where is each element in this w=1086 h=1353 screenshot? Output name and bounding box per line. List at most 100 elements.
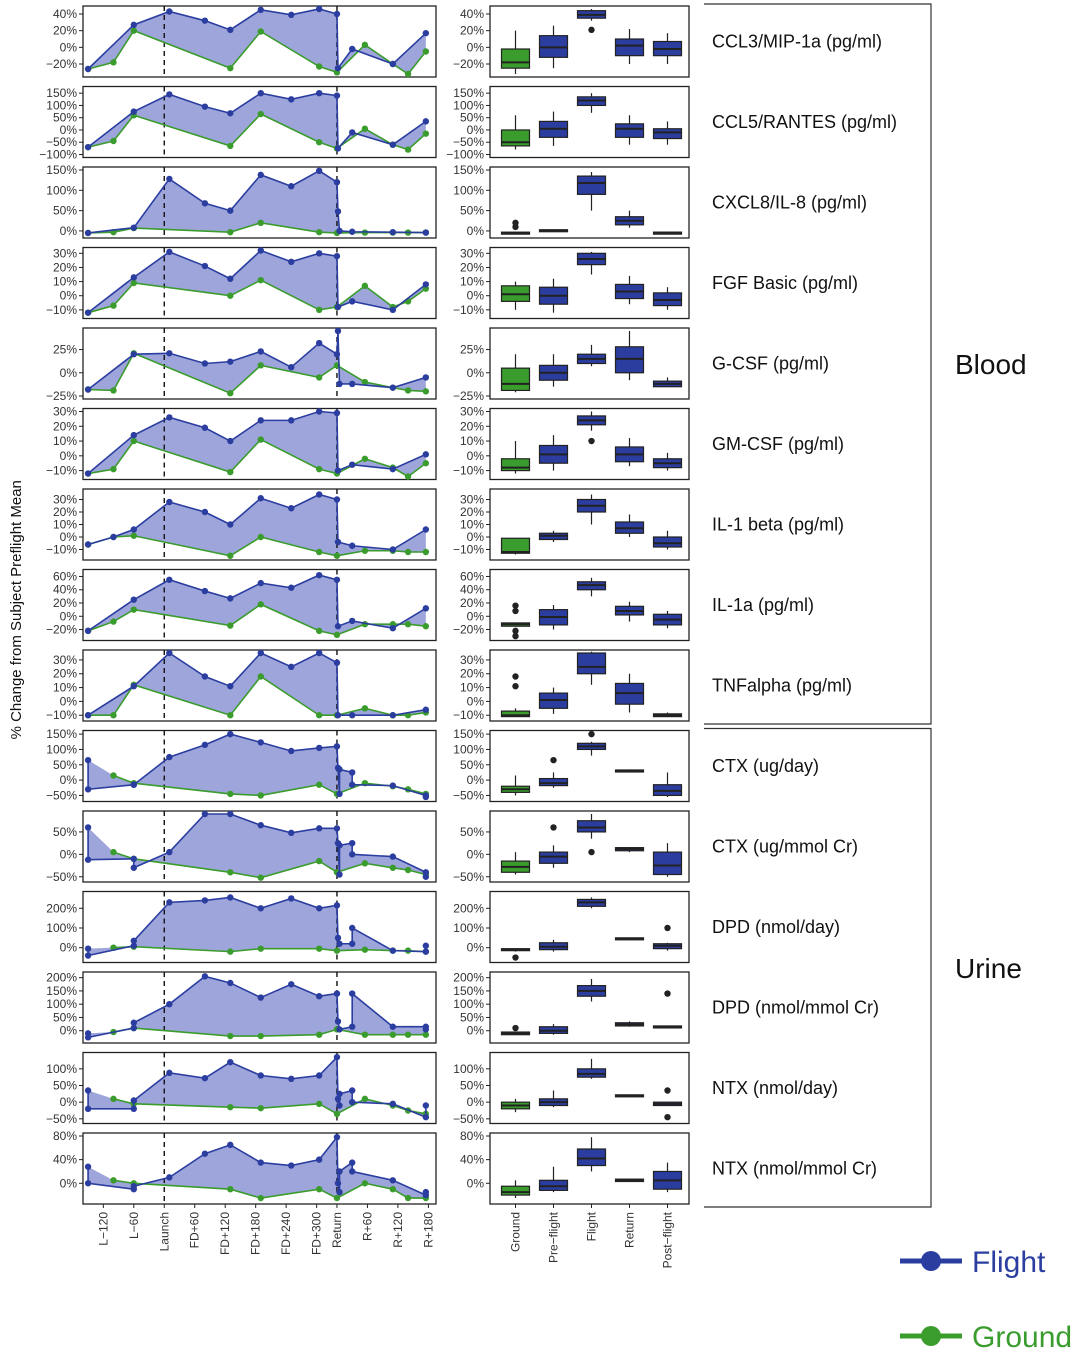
flight-point [422,281,430,288]
ground-point [130,279,137,287]
ground-point [315,63,323,70]
box-iqr [500,367,531,392]
flight-point [333,178,341,186]
y-tick-label: 50% [53,1079,77,1093]
group-bracket [704,727,932,1208]
ground-point [257,219,264,227]
flight-point [315,491,323,498]
y-tick-label: −25% [453,389,484,403]
row-label: GM-CSF (pg/ml) [712,434,844,454]
flight-point [348,298,356,305]
box-iqr [576,820,607,833]
ground-point [257,110,264,118]
y-tick-label: 100% [453,997,484,1011]
ground-point [404,473,412,480]
flight-point [333,1133,341,1141]
y-tick-label: 0% [467,1176,485,1190]
flight-point [130,526,137,533]
y-tick-label: 50% [460,825,484,839]
flight-point [315,649,323,657]
flight-point [227,682,234,690]
flight-point [201,1074,209,1082]
y-tick-label: 150% [46,984,77,998]
panel-row-2: 150% 100% 50% 0% 150% 100% 50% 0% CXCL8/IL-8 (pg… [46,163,867,239]
y-tick-label: 50% [460,204,484,218]
ground-point [110,618,117,625]
x-tick-label: FD+120 [218,1212,232,1255]
y-tick-label: 0% [467,847,485,861]
flight-point [333,990,341,997]
y-tick-label: 0% [60,224,78,238]
ground-point [227,948,234,955]
ground-point [404,621,412,628]
y-tick-label: 0% [60,449,78,463]
y-tick-label: 150% [46,163,77,177]
flight-point [257,89,264,97]
flight-point [315,571,323,579]
flight-point [84,627,92,635]
flight-point [227,110,234,117]
flight-point [130,781,137,788]
flight-point [389,947,397,954]
y-tick-label: 0% [60,530,78,544]
flight-point [348,851,356,858]
box-iqr [500,129,531,147]
ground-point [315,1185,323,1193]
ground-point [110,302,117,309]
y-tick-label: −50% [46,870,77,884]
box-outlier [588,848,595,856]
ground-point [361,1031,369,1038]
y-tick-label: 200% [453,901,484,915]
panel-row-4: 25% 0% −25% 25% 0% −25% G-CSF (pg/ml) [46,327,829,403]
flight-point [288,829,295,837]
flight-point [288,981,295,988]
ground-point [130,532,137,539]
x-tick-label: FD+300 [310,1212,324,1255]
flight-point [389,384,397,391]
ground-point [110,59,117,66]
ground-point [110,137,117,145]
y-tick-label: 20% [460,419,484,433]
ground-point [110,848,117,856]
ground-point [110,712,117,719]
flight-point [130,1024,137,1032]
flight-ground-area [88,653,426,716]
flight-point [201,200,209,207]
flight-point [130,1097,137,1104]
y-tick-label: 0% [467,123,485,137]
flight-point [84,786,92,793]
y-tick-label: 0% [467,773,485,787]
y-tick-label: 20% [460,667,484,681]
flight-point [227,1141,234,1149]
y-tick-label: 50% [460,1079,484,1093]
y-tick-label: 30% [460,246,484,260]
flight-point [201,897,209,904]
box-iqr [576,175,607,195]
flight-point [334,712,342,719]
flight-ground-area [88,170,426,233]
x-tick-label: FD+240 [279,1212,293,1255]
y-tick-label: 50% [460,111,484,125]
ground-point [227,1103,234,1111]
y-tick-label: −50% [46,1112,77,1126]
flight-point [130,864,137,871]
y-tick-label: 30% [460,493,484,507]
y-tick-label: 50% [53,111,77,125]
ground-point [110,465,117,473]
flight-point [336,842,343,849]
ground-point [227,552,234,559]
flight-point [348,839,356,847]
ground-point [315,781,323,788]
box-iqr [652,536,683,548]
flight-point [348,1168,356,1175]
ground-point [361,1180,369,1187]
ground-point [422,48,430,55]
flight-point [257,1072,264,1079]
ground-point [257,874,264,881]
box-panel-frame [489,1051,690,1125]
y-tick-label: 20% [460,596,484,610]
flight-point [288,505,295,512]
y-tick-label: 0% [60,941,78,955]
box-outlier [588,730,595,738]
flight-point [130,108,137,115]
